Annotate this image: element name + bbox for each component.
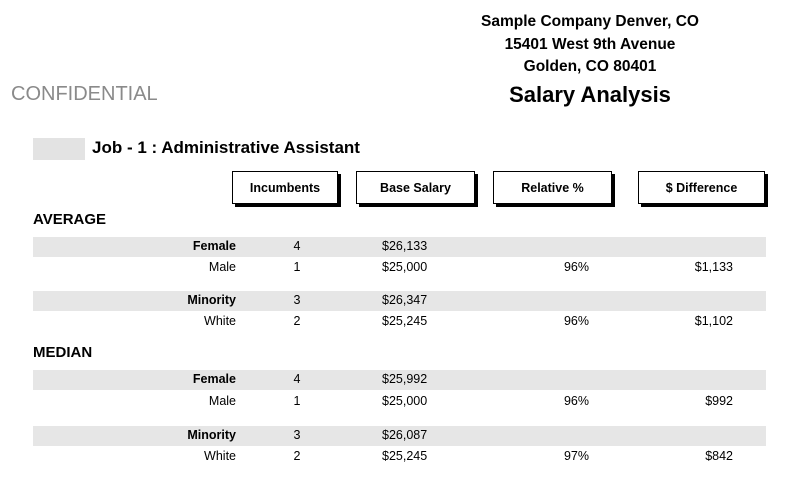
row-incumbents: 4 [293,372,301,386]
row-base-salary: $26,133 [382,239,428,253]
section-title-median: MEDIAN [33,344,93,361]
row-difference: $1,102 [694,314,733,328]
row-base-salary: $25,000 [382,260,428,274]
confidential-label: CONFIDENTIAL [11,83,158,105]
column-header-difference: $ Difference [638,171,765,204]
row-label: Male [208,260,236,274]
row-incumbents: 2 [293,449,301,463]
row-label: Female [192,372,236,386]
company-city: Golden, CO 80401 [523,58,657,75]
column-header-relative: Relative % [493,171,612,204]
table-row: Minority 3 $26,087 [33,426,766,446]
row-label: Male [208,394,236,408]
row-base-salary: $25,000 [382,394,428,408]
row-incumbents: 3 [293,293,301,307]
row-label: Minority [187,293,236,307]
row-difference: $842 [705,449,733,463]
table-row: Male 1 $25,000 96% $992 [33,392,766,412]
row-incumbents: 1 [293,394,301,408]
row-relative: 97% [563,449,589,463]
company-street: 15401 West 9th Avenue [504,36,676,53]
row-label: Female [192,239,236,253]
table-row: White 2 $25,245 96% $1,102 [33,312,766,332]
row-base-salary: $26,347 [382,293,428,307]
company-name: Sample Company Denver, CO [481,13,699,30]
row-base-salary: $25,245 [382,314,428,328]
row-relative: 96% [563,260,589,274]
column-header-base-salary: Base Salary [356,171,475,204]
row-difference: $992 [705,394,733,408]
row-base-salary: $25,992 [382,372,428,386]
table-row: Male 1 $25,000 96% $1,133 [33,258,766,278]
column-header-incumbents: Incumbents [232,171,338,204]
row-incumbents: 2 [293,314,301,328]
job-swatch [33,138,85,160]
row-label: White [204,314,236,328]
table-row: Female 4 $26,133 [33,237,766,257]
row-relative: 96% [563,314,589,328]
row-incumbents: 1 [293,260,301,274]
row-incumbents: 4 [293,239,301,253]
row-relative: 96% [563,394,589,408]
table-row: Minority 3 $26,347 [33,291,766,311]
row-base-salary: $26,087 [382,428,428,442]
row-difference: $1,133 [694,260,733,274]
row-base-salary: $25,245 [382,449,428,463]
job-title: Job - 1 : Administrative Assistant [92,138,360,157]
table-row: White 2 $25,245 97% $842 [33,447,766,467]
table-row: Female 4 $25,992 [33,370,766,390]
row-incumbents: 3 [293,428,301,442]
row-label: Minority [187,428,236,442]
section-title-average: AVERAGE [33,211,107,228]
row-label: White [204,449,236,463]
report-title: Salary Analysis [509,82,671,107]
